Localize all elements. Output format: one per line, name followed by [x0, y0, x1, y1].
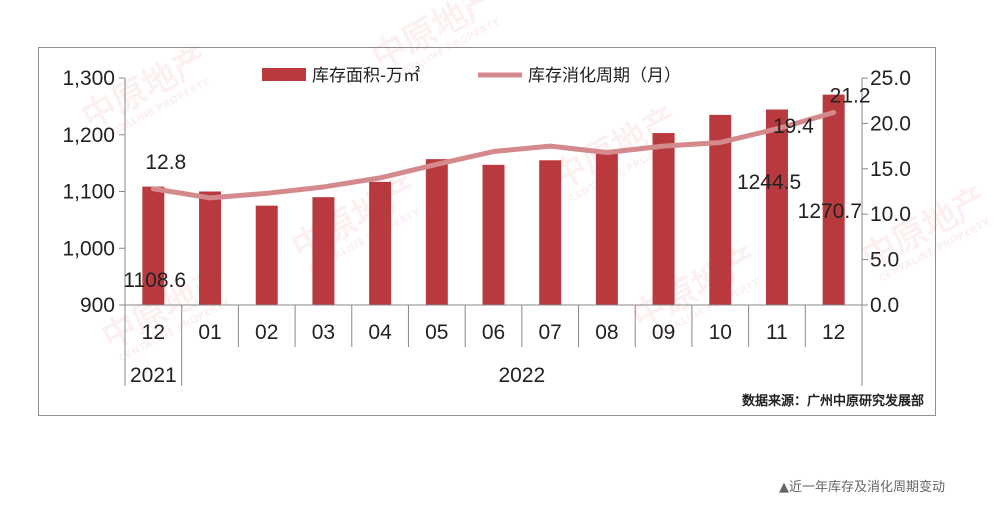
- caption: ▲近一年库存及消化周期变动: [779, 480, 945, 495]
- year-label-2022: 2022: [498, 364, 545, 387]
- left-tick-label-2: 1,100: [62, 181, 115, 204]
- data-label-2: 19.4: [773, 115, 814, 138]
- legend-label-area: 库存面积-万㎡: [312, 66, 420, 86]
- bar-1: [199, 191, 222, 305]
- left-tick-label-0: 900: [80, 294, 115, 317]
- data-label-1: 1108.6: [123, 269, 186, 292]
- right-tick-label-1: 5.0: [870, 249, 899, 272]
- x-tick-label-6: 06: [482, 321, 505, 344]
- bar-7: [539, 160, 562, 305]
- left-tick-label-4: 1,300: [62, 67, 115, 90]
- bar-3: [312, 197, 335, 305]
- x-tick-label-7: 07: [539, 321, 562, 344]
- right-tick-label-2: 10.0: [870, 203, 911, 226]
- data-label-4: 21.2: [830, 85, 871, 108]
- x-tick-label-3: 03: [312, 321, 335, 344]
- right-tick-label-0: 0.0: [870, 294, 899, 317]
- right-tick-label-3: 15.0: [870, 158, 911, 181]
- bar-9: [652, 133, 675, 305]
- bar-10: [709, 114, 732, 305]
- x-tick-label-11: 11: [766, 321, 788, 344]
- bar-6: [482, 164, 505, 305]
- source-note: 数据来源：广州中原研究发展部: [742, 393, 924, 409]
- bar-4: [369, 181, 392, 305]
- bar-12: [822, 94, 845, 305]
- bar-11: [765, 109, 788, 305]
- legend-label-cycle: 库存消化周期（月）: [528, 66, 681, 86]
- bar-2: [255, 205, 278, 305]
- x-tick-label-12: 12: [822, 321, 845, 344]
- x-tick-label-0: 12: [142, 321, 165, 344]
- data-label-5: 1270.7: [798, 200, 862, 223]
- data-label-0: 12.8: [145, 151, 186, 174]
- data-label-3: 1244.5: [737, 171, 801, 194]
- x-tick-label-4: 04: [368, 321, 392, 344]
- x-tick-label-10: 10: [709, 321, 732, 344]
- left-tick-label-1: 1,000: [62, 237, 115, 260]
- x-tick-label-5: 05: [425, 321, 448, 344]
- x-tick-label-8: 08: [595, 321, 618, 344]
- right-tick-label-4: 20.0: [870, 112, 911, 135]
- x-tick-label-1: 01: [198, 321, 221, 344]
- x-tick-label-9: 09: [652, 321, 675, 344]
- year-label-2021: 2021: [130, 364, 177, 387]
- left-tick-label-3: 1,200: [62, 124, 115, 147]
- bar-8: [595, 153, 618, 305]
- right-tick-label-5: 25.0: [870, 67, 911, 90]
- x-tick-label-2: 02: [255, 321, 278, 344]
- legend-swatch-area: [262, 68, 306, 81]
- bar-0: [142, 186, 165, 305]
- line-series-cycle: [150, 110, 837, 201]
- bar-5: [425, 159, 448, 305]
